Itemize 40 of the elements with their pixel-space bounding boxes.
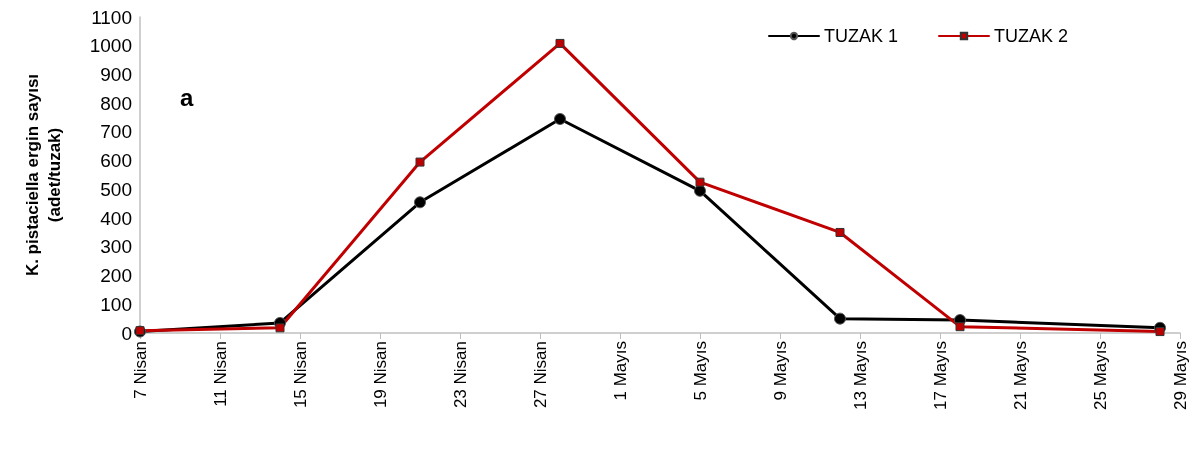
x-tick-label: 13 Mayıs — [850, 341, 870, 410]
y-tick-label: 1100 — [91, 6, 132, 28]
y-tick-label: 600 — [100, 150, 132, 172]
x-tick-label: 5 Mayıs — [690, 341, 710, 401]
y-tick-label: 300 — [100, 236, 132, 258]
x-tick-label: 25 Mayıs — [1090, 341, 1110, 410]
point — [555, 38, 565, 48]
x-tick-label: 27 Nisan — [530, 341, 550, 409]
x-tick-label: 29 Mayıs — [1170, 341, 1190, 410]
y-tick-label: 700 — [100, 121, 132, 143]
x-tick-label: 21 Mayıs — [1010, 341, 1030, 410]
point — [695, 177, 705, 187]
x-tick-label: 17 Mayıs — [930, 341, 950, 410]
point — [834, 312, 846, 325]
point — [414, 196, 426, 209]
x-tick-label: 23 Nisan — [450, 341, 470, 409]
y-tick-label: 500 — [100, 178, 132, 200]
point — [275, 323, 285, 333]
y-tick-label: 400 — [100, 207, 132, 229]
x-tick-label: 15 Nisan — [290, 341, 310, 409]
y-tick-label: 200 — [100, 265, 132, 287]
y-tick-label: 100 — [100, 293, 132, 315]
x-tick-label: 9 Mayıs — [770, 341, 790, 401]
point — [554, 112, 566, 125]
point — [835, 227, 845, 237]
x-tick-label: 1 Mayıs — [610, 341, 630, 401]
y-tick-label: 800 — [100, 92, 132, 114]
legend-label: TUZAK 1 — [823, 26, 898, 46]
y-tick-label: 0 — [121, 322, 132, 344]
legend-label: TUZAK 2 — [993, 26, 1068, 46]
y-axis-title: K. pistaciella ergin sayısı (adet/tuzak) — [22, 73, 64, 277]
x-tick-label: 7 Nisan — [130, 341, 150, 399]
x-tick-label: 11 Nisan — [210, 341, 230, 407]
y-tick-label: 900 — [100, 63, 132, 85]
point — [1155, 327, 1165, 337]
x-tick-label: 19 Nisan — [370, 341, 390, 409]
y-tick-label: 1000 — [89, 35, 132, 57]
annotation: a — [180, 83, 194, 111]
point — [415, 157, 425, 167]
point — [955, 322, 965, 332]
